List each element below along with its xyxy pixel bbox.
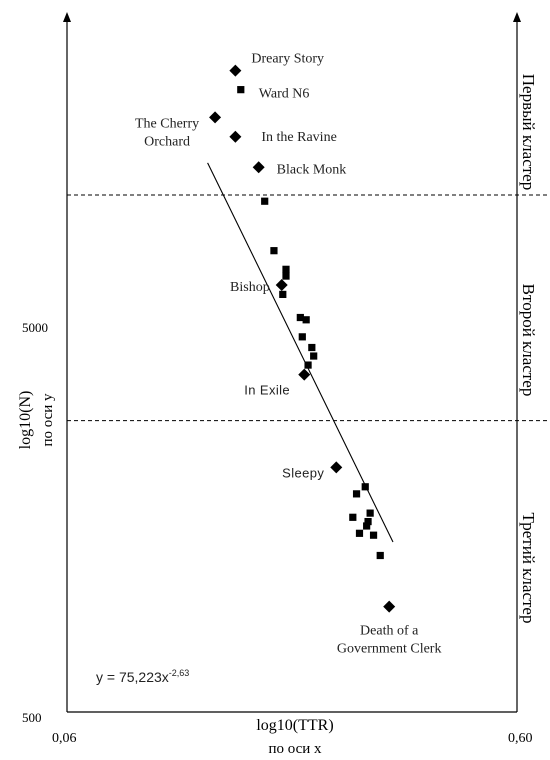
point-label: Black Monk (277, 162, 347, 177)
trend-equation-exponent: -2,63 (169, 668, 190, 678)
y-tick-label: 500 (22, 710, 42, 725)
data-point-4 (282, 272, 290, 280)
cluster-label-3: Третий кластер (519, 513, 538, 624)
cluster-label-2: Второй кластер (519, 284, 538, 397)
point-label: In the Ravine (261, 130, 336, 145)
data-point-12 (352, 490, 361, 498)
x-axis-label: log10(TTR) (256, 717, 333, 734)
data-point-6 (296, 313, 304, 322)
cluster-label-1: Первый кластер (519, 74, 538, 190)
labeled-point-9 (383, 600, 396, 613)
trend-equation: y = 75,223x-2,63 (96, 668, 189, 685)
point-label: In Exile (244, 383, 290, 398)
data-point-9 (308, 343, 316, 352)
data-point-8 (298, 333, 306, 341)
axis-texts: 5000 500 0,06 0,60 log10(TTR) по оси x log10(N… (17, 74, 538, 757)
labeled-point-2 (237, 86, 245, 94)
right-border-arrow (513, 12, 521, 22)
trendline (207, 162, 394, 543)
labeled-point-6 (275, 278, 288, 291)
labeled-point-4 (229, 130, 242, 143)
cluster-boundaries (67, 194, 548, 422)
x-axis-sublabel: по оси x (268, 741, 322, 757)
labeled-point-8 (330, 461, 343, 474)
y-axis-sublabel: по оси y (40, 393, 56, 447)
plot-frame (63, 12, 521, 713)
point-label: Dreary Story (251, 52, 324, 67)
data-point-3 (282, 265, 290, 273)
trendline-group (207, 162, 394, 543)
point-label: The Cherry Orchard (135, 116, 199, 149)
labeled-point-1 (229, 64, 242, 77)
data-point-18 (369, 531, 378, 539)
data-point-1 (261, 197, 269, 205)
data-point-7 (302, 316, 310, 324)
labeled-point-3 (209, 111, 222, 124)
labeled-point-7 (298, 368, 311, 381)
point-label: Sleepy (282, 465, 324, 480)
data-point-14 (364, 517, 372, 526)
point-labels: Dreary Story Ward N6 The Cherry Orchard In t… (135, 52, 442, 657)
data-point-2 (270, 247, 278, 255)
point-label: Ward N6 (259, 87, 310, 102)
data-point-16 (363, 522, 371, 530)
data-points (209, 64, 396, 613)
data-point-13 (361, 483, 369, 491)
data-point-10 (310, 352, 318, 360)
data-point-19 (376, 551, 384, 560)
y-tick-label: 5000 (22, 320, 48, 335)
point-label: Bishop (230, 280, 270, 295)
data-point-11 (304, 361, 312, 369)
y-axis-label: log10(N) (17, 391, 34, 450)
x-tick-label: 0,60 (508, 731, 533, 746)
data-point-15 (366, 509, 374, 517)
data-point-20 (349, 513, 357, 521)
data-point-17 (355, 529, 364, 537)
point-label: Death of a Government Clerk (337, 624, 442, 657)
y-axis-arrow (63, 12, 71, 22)
data-point-5 (279, 290, 287, 299)
x-tick-label: 0,06 (52, 731, 77, 746)
labeled-point-5 (252, 161, 265, 174)
